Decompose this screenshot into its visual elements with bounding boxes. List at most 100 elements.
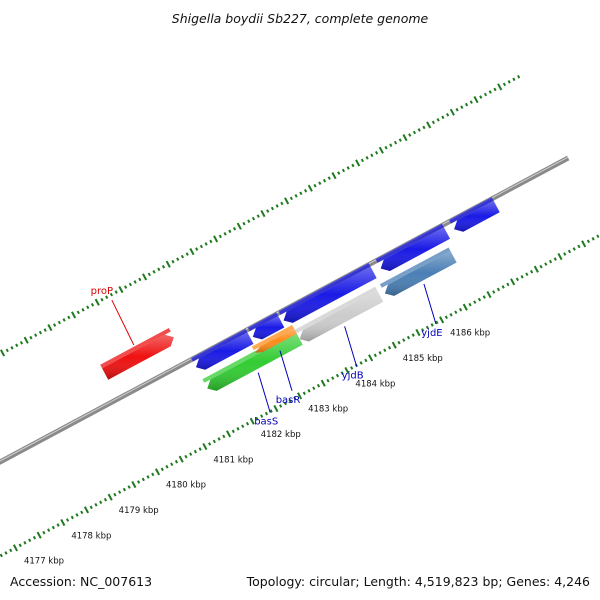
accession-text: Accession: NC_007613 <box>10 574 152 589</box>
ruler-tick <box>226 430 232 438</box>
gene-shading <box>380 227 450 271</box>
ruler-tick <box>548 259 553 264</box>
ruler-tick <box>510 278 516 286</box>
gene-label-proP: proP <box>91 286 113 297</box>
ruler-tick <box>94 502 98 507</box>
gene-yjdE <box>379 247 457 296</box>
ruler-tick <box>228 229 232 234</box>
ruler-tick <box>460 105 464 109</box>
ruler-tick <box>596 234 600 239</box>
ruler-tick <box>23 540 27 545</box>
ruler-tick <box>293 396 297 401</box>
ruler-tick <box>38 330 43 335</box>
ruler-label: 4179 kbp <box>119 506 159 516</box>
ruler-tick <box>76 310 80 315</box>
ruler-tick <box>411 333 415 337</box>
ruler-tick <box>488 90 492 94</box>
gene-shading <box>102 334 174 380</box>
ruler-tick <box>275 204 279 208</box>
gene-labels: proP basS basR yjdB yjdE <box>91 283 443 428</box>
gene-feature <box>278 263 377 323</box>
gene-feature <box>449 197 500 232</box>
ruler-tick <box>12 544 19 552</box>
ruler-tick <box>176 257 180 261</box>
ruler-tick <box>426 121 432 129</box>
ruler-tick <box>387 345 392 350</box>
ruler-tick <box>327 176 331 180</box>
ruler-tick <box>100 297 104 302</box>
gene-top-face <box>100 328 171 369</box>
ruler-tick <box>53 323 57 327</box>
ruler-tick <box>242 221 246 226</box>
gene-label-yjdB: yjdB <box>342 370 364 381</box>
map-title: Shigella boydii Sb227, complete genome <box>172 11 429 26</box>
ruler-tick <box>577 244 581 249</box>
ruler-tick <box>218 234 222 239</box>
ruler-tick <box>128 282 132 287</box>
ruler-tick <box>222 434 226 439</box>
ruler-tick <box>375 150 379 155</box>
gene-shading <box>384 251 457 296</box>
ruler-tick <box>446 112 450 117</box>
ruler-tick <box>193 449 197 454</box>
ruler-tick <box>350 366 354 370</box>
ruler-tick <box>5 348 9 353</box>
ruler-tick <box>520 275 524 279</box>
ruler-tick <box>231 429 235 434</box>
ruler-tick <box>302 391 306 396</box>
ruler-tick <box>51 525 55 530</box>
ruler-tick <box>81 308 85 312</box>
ruler-tick <box>89 505 93 510</box>
ruler-tick <box>10 346 14 350</box>
ruler-tick <box>147 272 151 277</box>
ruler-tick <box>344 366 350 375</box>
ruler-tick <box>208 442 212 446</box>
ruler-tick <box>492 290 496 294</box>
ruler-tick <box>473 96 479 104</box>
ruler-tick <box>189 248 195 256</box>
ruler-tick <box>65 518 70 522</box>
ruler-tick <box>449 313 453 317</box>
ruler-tick <box>199 244 203 249</box>
ruler-tick <box>572 247 576 251</box>
ruler-label: 4186 kbp <box>450 329 490 339</box>
ruler-tick <box>335 373 340 378</box>
ruler-tick <box>553 257 557 261</box>
ruler-tick <box>34 333 38 337</box>
ruler-tick <box>464 102 469 107</box>
ruler-label: 4183 kbp <box>308 405 348 415</box>
ruler-tick <box>393 140 398 145</box>
ruler-tick <box>326 378 330 383</box>
ruler-tick <box>136 480 141 484</box>
ruler-tick <box>165 464 169 469</box>
ruler-tick <box>454 310 458 315</box>
ruler-label: 4181 kbp <box>213 455 253 465</box>
gene-shading <box>454 200 500 232</box>
ruler-tick <box>283 401 287 406</box>
ruler-tick <box>294 194 298 198</box>
ruler-tick <box>99 500 103 505</box>
ruler-tick <box>47 324 53 332</box>
ruler-tick <box>273 404 279 413</box>
ruler-tick <box>398 138 402 142</box>
ruler-tick <box>497 83 503 91</box>
ruler-tick <box>154 468 161 476</box>
ruler-tick <box>260 414 264 418</box>
ruler-tick <box>303 188 308 193</box>
ruler-ticks <box>0 74 600 558</box>
ruler-tick <box>151 472 155 477</box>
ruler-tick <box>223 232 227 236</box>
ruler-tick <box>365 156 369 160</box>
ruler-tick <box>141 477 145 482</box>
ruler-tick <box>60 518 66 527</box>
ruler-tick <box>157 267 161 272</box>
ruler-label: 4185 kbp <box>403 354 443 364</box>
ruler-tick <box>473 300 477 304</box>
ruler-tick <box>567 249 572 254</box>
ruler-tick <box>479 95 483 99</box>
ruler-tick <box>436 118 440 122</box>
ruler-tick <box>493 87 497 92</box>
ruler-tick <box>236 222 242 230</box>
ruler-label: 4177 kbp <box>24 557 64 567</box>
ruler-tick <box>209 239 213 244</box>
